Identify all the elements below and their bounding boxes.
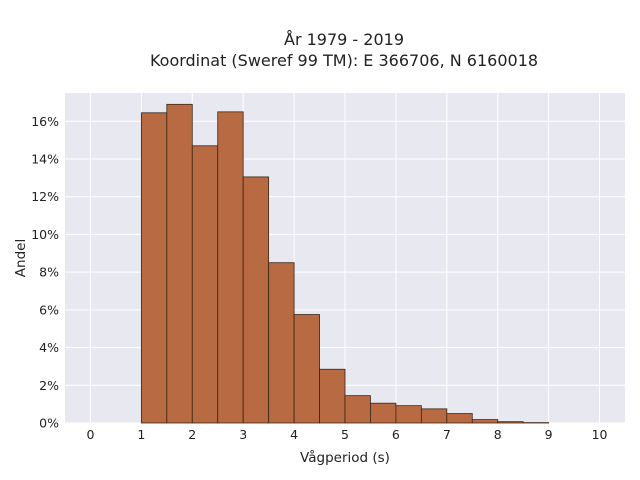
- x-axis-label: Vågperiod (s): [300, 449, 390, 466]
- y-tick-label: 4%: [39, 340, 59, 355]
- chart-subtitle: Koordinat (Sweref 99 TM): E 366706, N 61…: [150, 51, 538, 70]
- x-tick-label: 7: [443, 427, 451, 442]
- x-tick-label: 4: [290, 427, 298, 442]
- histogram-bar: [217, 111, 244, 424]
- y-tick-label: 0%: [39, 416, 59, 431]
- y-tick-label: 6%: [39, 302, 59, 317]
- histogram-bar: [293, 314, 320, 424]
- histogram-bar: [319, 368, 346, 424]
- y-axis-ticks: 0% 2% 4% 6% 8% 10% 12% 14% 16%: [31, 114, 59, 431]
- x-tick-label: 6: [392, 427, 400, 442]
- chart-title: År 1979 - 2019: [284, 30, 404, 49]
- x-tick-label: 0: [86, 427, 94, 442]
- y-tick-label: 14%: [31, 152, 59, 167]
- histogram-bar: [268, 262, 295, 424]
- x-tick-label: 1: [137, 427, 145, 442]
- histogram-bar: [420, 408, 448, 424]
- y-tick-label: 8%: [39, 265, 59, 280]
- x-axis-ticks: 0 1 2 3 4 5 6 7 8 9 10: [86, 427, 607, 442]
- histogram-bar: [166, 103, 193, 424]
- histogram-bar: [497, 421, 524, 424]
- histogram-bar: [446, 413, 473, 424]
- x-tick-label: 8: [494, 427, 502, 442]
- x-tick-label: 10: [592, 427, 608, 442]
- histogram-bar: [395, 405, 422, 424]
- histogram-bar: [370, 402, 397, 424]
- y-tick-label: 12%: [31, 189, 59, 204]
- histogram-bars: [140, 103, 550, 424]
- histogram-bar: [191, 145, 219, 424]
- y-tick-label: 10%: [31, 227, 59, 242]
- histogram-bar: [242, 176, 270, 424]
- x-tick-label: 9: [545, 427, 553, 442]
- x-tick-label: 2: [188, 427, 196, 442]
- y-axis-label: Andel: [13, 239, 29, 277]
- histogram-bar: [471, 419, 499, 424]
- x-tick-label: 3: [239, 427, 247, 442]
- histogram-bar: [140, 112, 168, 424]
- y-tick-label: 2%: [39, 378, 59, 393]
- x-tick-label: 5: [341, 427, 349, 442]
- y-tick-label: 16%: [31, 114, 59, 129]
- histogram-bar: [344, 395, 371, 424]
